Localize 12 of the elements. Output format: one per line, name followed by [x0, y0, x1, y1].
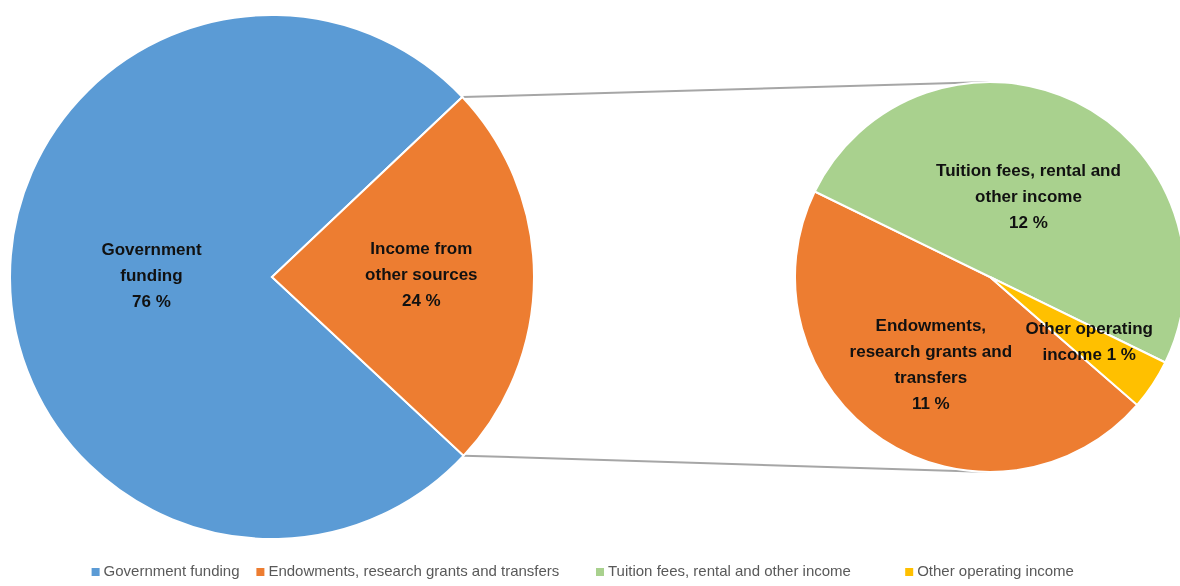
- data-label: 24 %: [401, 291, 441, 311]
- slice-label: Government funding: [101, 240, 202, 286]
- legend-label: Endowments, research grants and transfers: [268, 561, 560, 579]
- data-label: 12 %: [1009, 213, 1048, 233]
- slice-label: Endowments, research grants and transfers: [849, 316, 1013, 388]
- legend-label: Other operating income: [917, 561, 1074, 579]
- legend-label: Government funding: [103, 561, 240, 579]
- data-label: 11 %: [911, 394, 950, 414]
- legend-label: Tuition fees, rental and other income: [608, 561, 851, 579]
- slice-label: Tuition fees, rental and other income: [936, 161, 1121, 207]
- slice-label: Income from other sources: [365, 239, 478, 285]
- data-label: 76 %: [132, 292, 171, 312]
